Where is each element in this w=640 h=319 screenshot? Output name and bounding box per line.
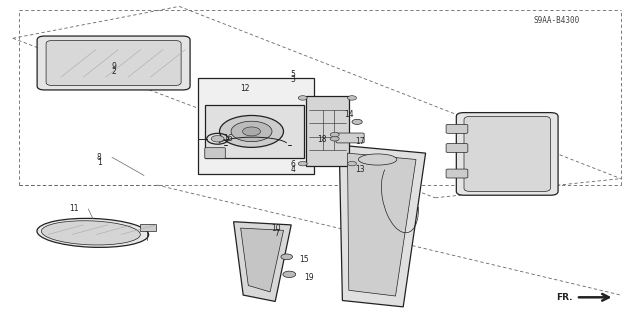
Circle shape bbox=[348, 161, 356, 166]
Circle shape bbox=[348, 96, 356, 100]
Text: FR.: FR. bbox=[556, 293, 573, 302]
FancyBboxPatch shape bbox=[336, 133, 364, 143]
FancyBboxPatch shape bbox=[37, 36, 190, 90]
Ellipse shape bbox=[358, 154, 397, 165]
FancyBboxPatch shape bbox=[205, 105, 304, 158]
Circle shape bbox=[231, 121, 272, 142]
Circle shape bbox=[243, 127, 260, 136]
FancyBboxPatch shape bbox=[46, 41, 181, 85]
Polygon shape bbox=[241, 228, 284, 292]
FancyBboxPatch shape bbox=[446, 124, 468, 133]
Polygon shape bbox=[198, 78, 314, 174]
Ellipse shape bbox=[42, 221, 140, 245]
Text: 1: 1 bbox=[97, 158, 102, 167]
FancyBboxPatch shape bbox=[446, 144, 468, 152]
Ellipse shape bbox=[37, 219, 148, 247]
Circle shape bbox=[298, 161, 307, 166]
Text: 14: 14 bbox=[344, 110, 354, 119]
Text: 2: 2 bbox=[111, 67, 116, 76]
Text: 9: 9 bbox=[111, 63, 116, 71]
Circle shape bbox=[352, 119, 362, 124]
FancyBboxPatch shape bbox=[464, 116, 550, 191]
Circle shape bbox=[330, 132, 339, 137]
FancyBboxPatch shape bbox=[446, 169, 468, 178]
Text: 16: 16 bbox=[223, 134, 232, 143]
Text: S9AA-B4300: S9AA-B4300 bbox=[534, 16, 580, 25]
Bar bbox=[140, 224, 156, 231]
Polygon shape bbox=[234, 222, 291, 301]
FancyBboxPatch shape bbox=[205, 148, 225, 159]
Circle shape bbox=[283, 271, 296, 278]
Text: 8: 8 bbox=[97, 153, 102, 162]
Text: 4: 4 bbox=[291, 165, 296, 174]
Text: 10: 10 bbox=[271, 224, 282, 233]
Circle shape bbox=[298, 96, 307, 100]
Text: 19: 19 bbox=[304, 273, 314, 282]
Text: 7: 7 bbox=[274, 229, 279, 238]
Polygon shape bbox=[306, 96, 349, 166]
Text: 5: 5 bbox=[291, 70, 296, 79]
Text: 12: 12 bbox=[241, 84, 250, 93]
Circle shape bbox=[220, 115, 284, 147]
Circle shape bbox=[211, 136, 224, 142]
Text: 3: 3 bbox=[291, 75, 296, 84]
Circle shape bbox=[281, 254, 292, 260]
Circle shape bbox=[330, 137, 339, 141]
FancyBboxPatch shape bbox=[456, 113, 558, 195]
Polygon shape bbox=[339, 145, 426, 307]
Text: 13: 13 bbox=[355, 165, 365, 174]
Text: 18: 18 bbox=[317, 135, 326, 144]
Text: 15: 15 bbox=[300, 256, 309, 264]
Text: 17: 17 bbox=[355, 137, 365, 146]
Polygon shape bbox=[348, 153, 416, 296]
Text: 6: 6 bbox=[291, 160, 296, 169]
Text: 11: 11 bbox=[69, 204, 78, 213]
